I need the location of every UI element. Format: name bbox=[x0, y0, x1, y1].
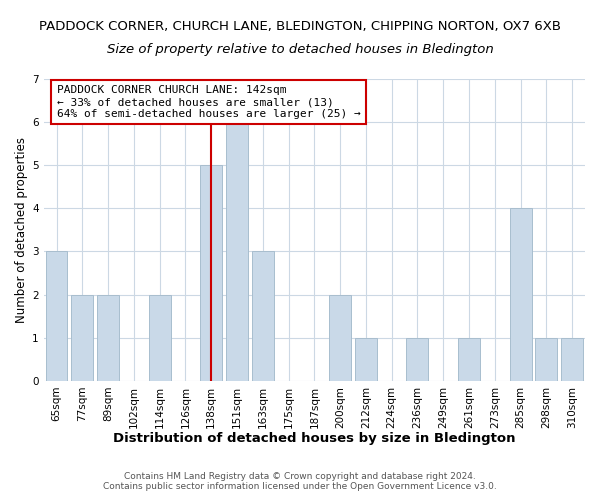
Text: Contains HM Land Registry data © Crown copyright and database right 2024.: Contains HM Land Registry data © Crown c… bbox=[124, 472, 476, 481]
Bar bbox=[200, 165, 222, 381]
Bar bbox=[46, 252, 67, 381]
Bar bbox=[71, 294, 93, 381]
Bar bbox=[509, 208, 532, 381]
Bar bbox=[406, 338, 428, 381]
Bar bbox=[535, 338, 557, 381]
Bar bbox=[97, 294, 119, 381]
Bar bbox=[561, 338, 583, 381]
Bar bbox=[355, 338, 377, 381]
Bar bbox=[458, 338, 480, 381]
Text: Contains public sector information licensed under the Open Government Licence v3: Contains public sector information licen… bbox=[103, 482, 497, 491]
Bar bbox=[149, 294, 170, 381]
X-axis label: Distribution of detached houses by size in Bledington: Distribution of detached houses by size … bbox=[113, 432, 515, 445]
Bar bbox=[226, 122, 248, 381]
Y-axis label: Number of detached properties: Number of detached properties bbox=[15, 137, 28, 323]
Bar bbox=[329, 294, 351, 381]
Text: PADDOCK CORNER, CHURCH LANE, BLEDINGTON, CHIPPING NORTON, OX7 6XB: PADDOCK CORNER, CHURCH LANE, BLEDINGTON,… bbox=[39, 20, 561, 33]
Text: PADDOCK CORNER CHURCH LANE: 142sqm
← 33% of detached houses are smaller (13)
64%: PADDOCK CORNER CHURCH LANE: 142sqm ← 33%… bbox=[57, 86, 361, 118]
Text: Size of property relative to detached houses in Bledington: Size of property relative to detached ho… bbox=[107, 42, 493, 56]
Bar bbox=[252, 252, 274, 381]
